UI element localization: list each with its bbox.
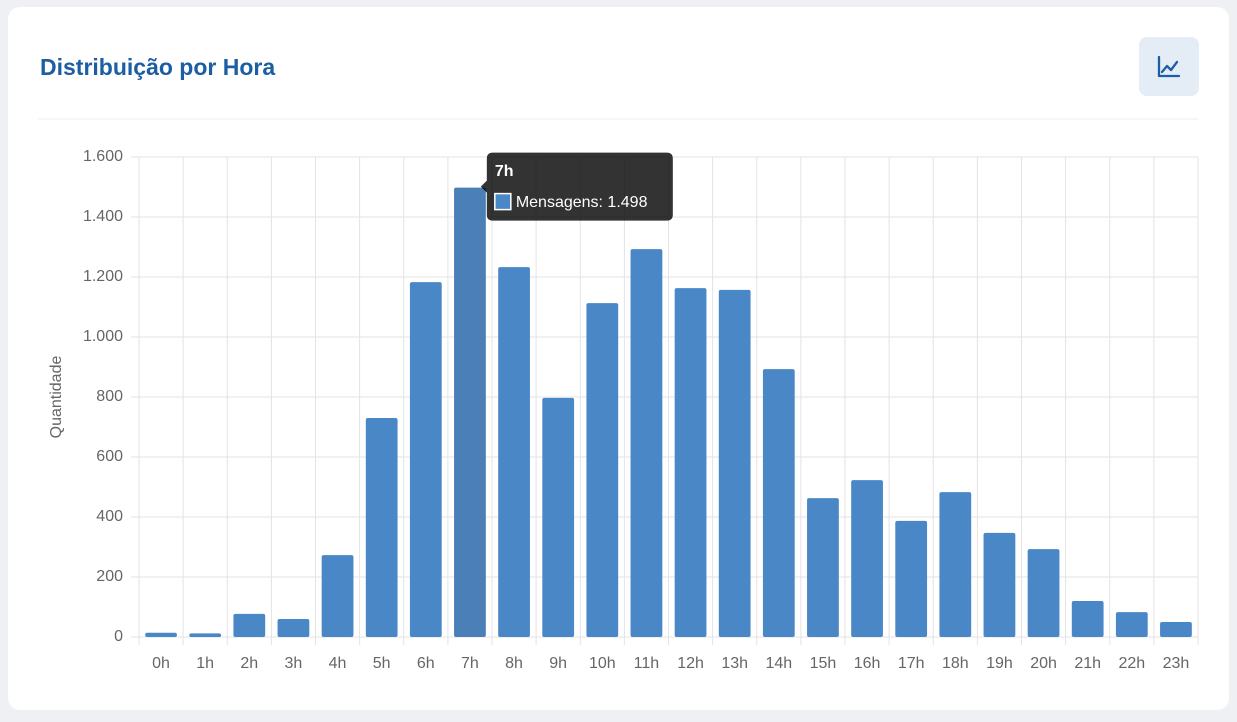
bar	[983, 532, 1016, 637]
bar	[542, 397, 575, 637]
bar	[630, 249, 663, 637]
x-tick-label: 10h	[589, 655, 616, 672]
bar	[321, 555, 354, 637]
y-tick-label: 1.600	[83, 148, 123, 165]
bar	[365, 418, 398, 637]
bar	[939, 492, 972, 637]
bar	[454, 187, 486, 637]
y-tick-label: 600	[96, 448, 123, 465]
bar	[1115, 612, 1148, 637]
x-tick-label: 6h	[417, 655, 435, 672]
x-tick-label: 16h	[854, 655, 881, 672]
bar	[718, 289, 751, 637]
bar	[233, 613, 266, 637]
bar	[1160, 622, 1192, 637]
bar	[1071, 601, 1104, 637]
x-tick-label: 4h	[329, 655, 347, 672]
x-tick-label: 8h	[505, 655, 523, 672]
bar	[498, 267, 530, 637]
y-tick-label: 1.400	[83, 208, 123, 225]
x-tick-label: 20h	[1030, 655, 1057, 672]
x-tick-label: 17h	[898, 655, 925, 672]
x-tick-label: 14h	[765, 655, 792, 672]
bar	[807, 498, 839, 637]
y-axis-label: Quantidade	[48, 356, 65, 439]
y-tick-label: 0	[114, 628, 123, 645]
y-tick-label: 1.200	[83, 268, 123, 285]
x-tick-label: 19h	[986, 655, 1013, 672]
bar	[409, 282, 442, 637]
x-tick-label: 23h	[1163, 655, 1190, 672]
tooltip-box	[480, 152, 673, 221]
x-tick-label: 12h	[677, 655, 704, 672]
x-tick-label: 9h	[549, 655, 567, 672]
x-tick-label: 3h	[285, 655, 303, 672]
x-tick-label: 22h	[1118, 655, 1145, 672]
x-tick-label: 7h	[461, 655, 479, 672]
x-tick-label: 5h	[373, 655, 391, 672]
bar	[895, 520, 928, 637]
y-tick-label: 200	[96, 568, 123, 585]
x-tick-label: 18h	[942, 655, 969, 672]
chart-title: Distribuição por Hora	[40, 54, 275, 80]
bar	[145, 632, 177, 637]
y-tick-label: 800	[96, 388, 123, 405]
x-tick-label: 15h	[810, 655, 837, 672]
bar	[277, 619, 310, 637]
x-tick-label: 21h	[1074, 655, 1101, 672]
y-tick-label: 400	[96, 508, 123, 525]
x-tick-label: 11h	[634, 655, 660, 672]
bar	[586, 303, 619, 637]
tooltip-swatch	[494, 192, 512, 211]
x-tick-label: 2h	[240, 655, 258, 672]
x-tick-label: 13h	[721, 655, 748, 672]
bar	[851, 480, 883, 637]
tooltip-text: Mensagens: 1.498	[516, 194, 648, 211]
chart-icon	[1157, 55, 1181, 78]
x-tick-label: 1h	[196, 655, 214, 672]
bar	[674, 288, 707, 637]
bar	[1027, 549, 1060, 637]
bar	[189, 633, 222, 637]
y-tick-label: 1.000	[83, 328, 123, 345]
bar	[762, 369, 795, 637]
tooltip-title: 7h	[495, 163, 514, 180]
x-tick-label: 0h	[152, 655, 170, 672]
